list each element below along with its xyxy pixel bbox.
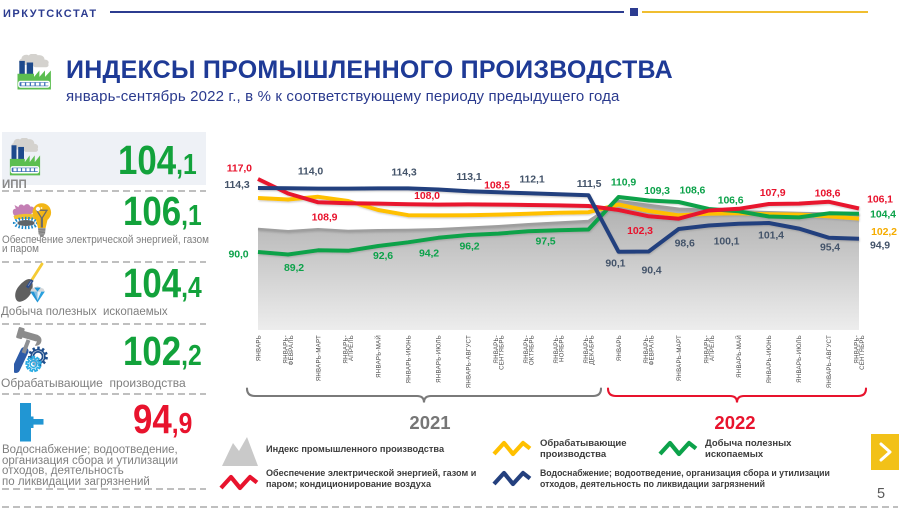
svg-text:101,4: 101,4 <box>758 230 784 242</box>
svg-text:ЯНВАРЬ-: ЯНВАРЬ- <box>854 335 861 364</box>
svg-text:ЯНВАРЬ-: ЯНВАРЬ- <box>703 335 710 364</box>
svg-text:98,6: 98,6 <box>675 238 695 250</box>
svg-text:НОЯБРЬ: НОЯБРЬ <box>559 335 566 362</box>
svg-text:ЯНВАРЬ-: ЯНВАРЬ- <box>583 335 590 364</box>
svg-text:97,5: 97,5 <box>535 236 555 248</box>
svg-text:106,6: 106,6 <box>718 195 744 207</box>
svg-text:108,0: 108,0 <box>414 190 440 202</box>
svg-text:ЯНВАРЬ-МАЙ: ЯНВАРЬ-МАЙ <box>735 335 743 378</box>
svg-text:107,9: 107,9 <box>760 187 786 199</box>
svg-text:109,3: 109,3 <box>644 185 670 197</box>
svg-text:СЕНТЯБРЬ: СЕНТЯБРЬ <box>859 335 866 370</box>
svg-text:АПРЕЛЬ: АПРЕЛЬ <box>348 335 355 361</box>
svg-text:96,2: 96,2 <box>459 240 479 252</box>
svg-text:108,6: 108,6 <box>815 188 841 200</box>
svg-text:ЯНВАРЬ-ИЮНЬ: ЯНВАРЬ-ИЮНЬ <box>766 335 773 384</box>
svg-text:ЯНВАРЬ-МАРТ: ЯНВАРЬ-МАРТ <box>315 335 322 381</box>
svg-text:ЯНВАРЬ-АВГУСТ: ЯНВАРЬ-АВГУСТ <box>826 335 833 388</box>
svg-text:111,5: 111,5 <box>577 178 602 190</box>
svg-text:110,9: 110,9 <box>611 177 636 189</box>
svg-text:106,1: 106,1 <box>867 194 893 206</box>
svg-text:ЯНВАРЬ-: ЯНВАРЬ- <box>643 335 650 364</box>
svg-text:90,0: 90,0 <box>228 249 248 261</box>
svg-text:ЯНВАРЬ-ИЮЛЬ: ЯНВАРЬ-ИЮЛЬ <box>436 335 443 383</box>
svg-text:ЯНВАРЬ-ИЮЛЬ: ЯНВАРЬ-ИЮЛЬ <box>796 335 803 383</box>
svg-text:112,1: 112,1 <box>519 174 544 186</box>
svg-text:114,3: 114,3 <box>224 179 249 191</box>
svg-text:ЯНВАРЬ: ЯНВАРЬ <box>616 335 623 361</box>
svg-text:89,2: 89,2 <box>284 262 304 274</box>
svg-text:ЯНВАРЬ-АВГУСТ: ЯНВАРЬ-АВГУСТ <box>466 335 473 388</box>
svg-text:108,6: 108,6 <box>680 185 706 197</box>
svg-text:102,3: 102,3 <box>627 225 653 237</box>
svg-text:100,1: 100,1 <box>714 236 740 248</box>
svg-text:2021: 2021 <box>409 412 450 433</box>
svg-text:ЯНВАРЬ-: ЯНВАРЬ- <box>343 335 350 364</box>
svg-text:ДЕКАБРЬ: ДЕКАБРЬ <box>589 335 596 365</box>
svg-text:ЯНВАРЬ-: ЯНВАРЬ- <box>283 335 290 364</box>
svg-text:94,2: 94,2 <box>419 248 439 260</box>
svg-text:108,9: 108,9 <box>312 212 338 224</box>
svg-text:СЕНТЯБРЬ: СЕНТЯБРЬ <box>498 335 505 370</box>
svg-text:ЯНВАРЬ-: ЯНВАРЬ- <box>523 335 530 364</box>
svg-text:АПРЕЛЬ: АПРЕЛЬ <box>709 335 716 361</box>
svg-text:ФЕВРАЛЬ: ФЕВРАЛЬ <box>288 335 295 365</box>
svg-text:102,2: 102,2 <box>871 226 897 238</box>
svg-text:ЯНВАРЬ: ЯНВАРЬ <box>255 335 262 361</box>
svg-text:94,9: 94,9 <box>870 240 890 252</box>
svg-text:117,0: 117,0 <box>227 163 252 175</box>
svg-text:114,3: 114,3 <box>391 167 416 179</box>
svg-text:ЯНВАРЬ-: ЯНВАРЬ- <box>553 335 560 364</box>
svg-text:ЯНВАРЬ-МАЙ: ЯНВАРЬ-МАЙ <box>375 335 383 378</box>
svg-text:114,0: 114,0 <box>298 166 323 178</box>
svg-text:108,5: 108,5 <box>484 180 510 192</box>
svg-text:ЯНВАРЬ-ИЮНЬ: ЯНВАРЬ-ИЮНЬ <box>406 335 413 384</box>
svg-text:90,4: 90,4 <box>641 265 661 277</box>
svg-text:2022: 2022 <box>714 412 755 433</box>
svg-text:ЯНВАРЬ-МАРТ: ЯНВАРЬ-МАРТ <box>676 335 683 381</box>
svg-text:92,6: 92,6 <box>373 250 393 262</box>
svg-text:95,4: 95,4 <box>820 242 840 254</box>
svg-text:90,1: 90,1 <box>605 258 625 270</box>
svg-text:104,4: 104,4 <box>870 209 896 221</box>
svg-text:113,1: 113,1 <box>456 171 481 183</box>
svg-text:ФЕВРАЛЬ: ФЕВРАЛЬ <box>649 335 656 365</box>
svg-text:ОКТЯБРЬ: ОКТЯБРЬ <box>529 335 536 365</box>
svg-text:ЯНВАРЬ-: ЯНВАРЬ- <box>493 335 500 364</box>
